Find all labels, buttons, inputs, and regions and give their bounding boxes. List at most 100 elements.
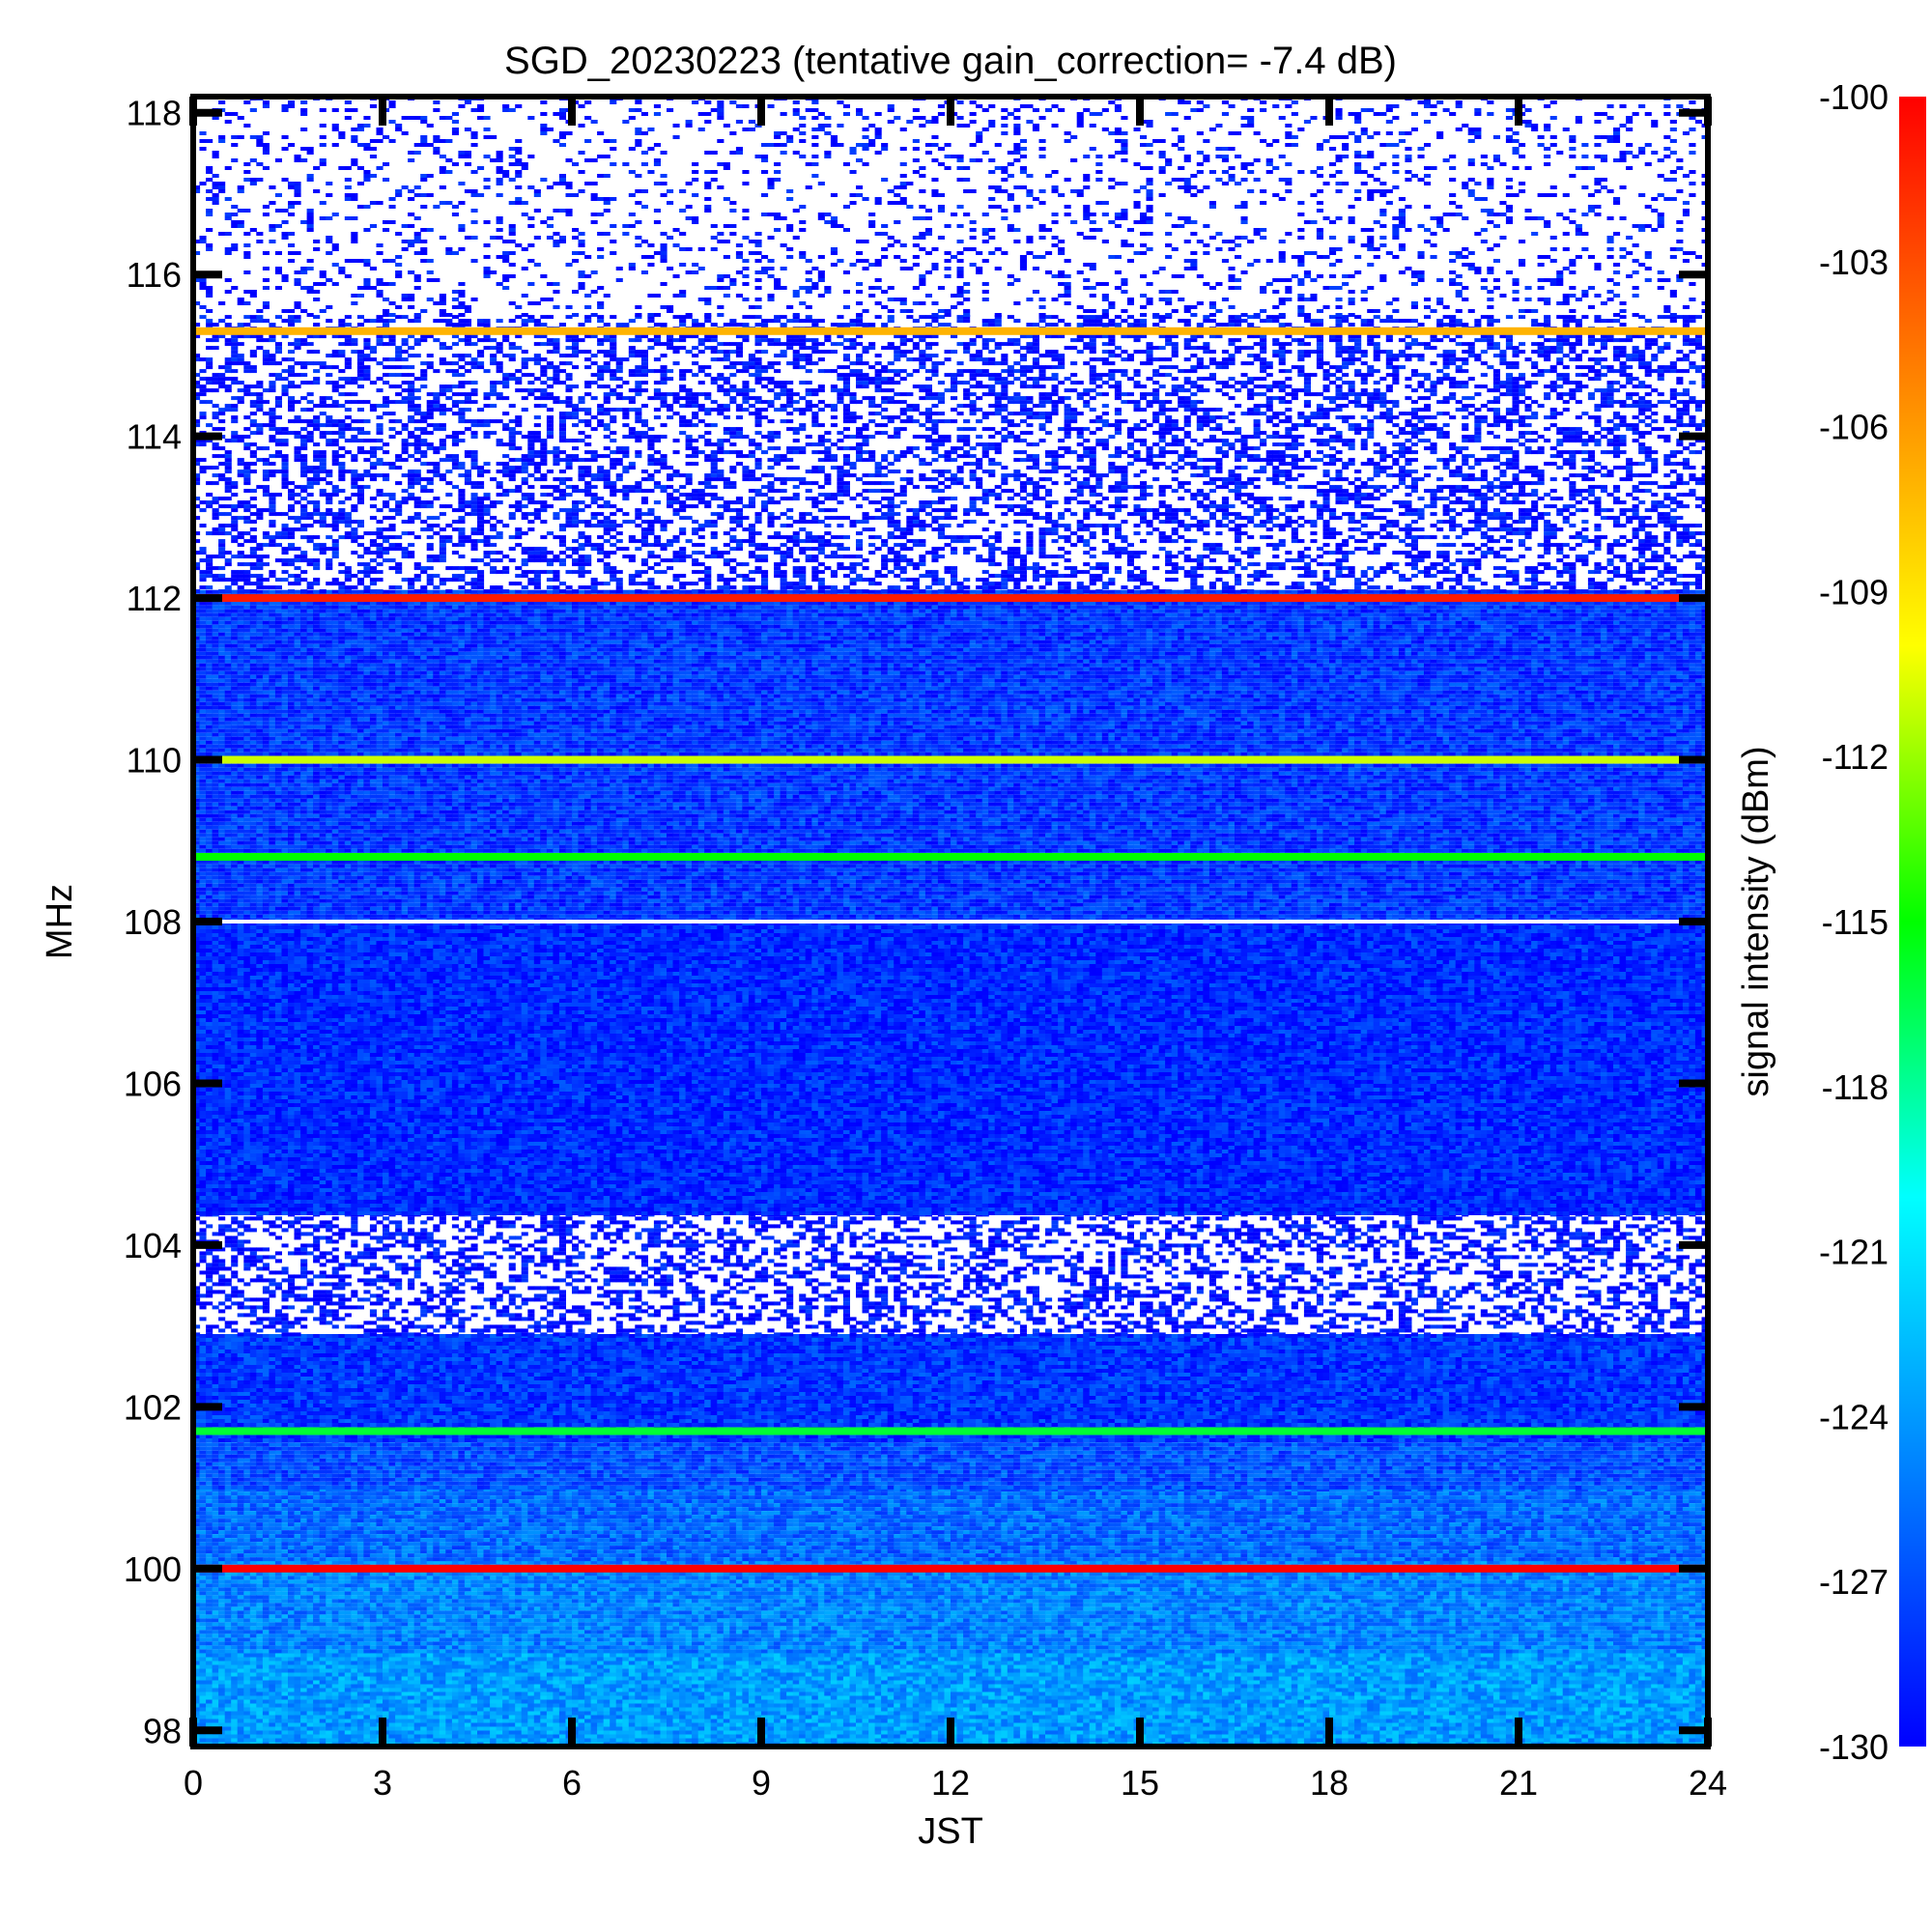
heatmap-cell [1140,1654,1147,1658]
heatmap-cell [547,1654,554,1658]
heatmap-cell [383,1654,389,1658]
heatmap-cell [1235,1654,1241,1658]
heatmap-cell [824,1654,831,1658]
heatmap-cell [263,1654,270,1658]
heatmap-cell [1127,1654,1134,1658]
heatmap-cell [1090,1654,1096,1658]
heatmap-cell [888,1654,895,1658]
heatmap-cell [225,1654,232,1658]
heatmap-cell [654,1654,661,1658]
heatmap-cell [282,1654,289,1658]
heatmap-cell [591,1654,598,1658]
heatmap-cell [799,1654,806,1658]
heatmap-cell [579,1654,585,1658]
heatmap-cell [673,1654,680,1658]
heatmap-cell [856,1654,863,1658]
heatmap-cell [1077,1654,1084,1658]
heatmap-cell [1184,1654,1191,1658]
heatmap-cell [559,1654,566,1658]
heatmap-cell [1033,1654,1039,1658]
heatmap-cell [900,1654,907,1658]
heatmap-cell [1241,1654,1248,1658]
heatmap-cell [818,1654,825,1658]
heatmap-cell [931,1654,938,1658]
heatmap-cell [200,1654,207,1658]
heatmap-cell [742,1654,749,1658]
heatmap-cell [572,1654,579,1658]
chart-title: SGD_20230223 (tentative gain_correction=… [504,40,1397,82]
heatmap-cell [755,1654,762,1658]
heatmap-cell [377,1654,384,1658]
heatmap-cell [793,1654,800,1658]
heatmap-cell [729,1654,736,1658]
heatmap-cell [1083,1654,1090,1658]
heatmap-cell [1095,1654,1102,1658]
heatmap-cell [970,1654,977,1658]
heatmap-cell [1152,1654,1159,1658]
heatmap-cell [420,1654,427,1658]
heatmap-cell [250,1654,257,1658]
heatmap-cell [206,1654,213,1658]
heatmap-cell [288,1654,295,1658]
heatmap-cell [275,1654,282,1658]
heatmap-cell [711,1654,718,1658]
heatmap-cell [1203,1654,1209,1658]
heatmap-cell [231,1654,238,1658]
heatmap-cell [553,1654,559,1658]
heatmap-cell [894,1654,900,1658]
heatmap-cell [1310,1654,1317,1658]
heatmap-cell [1020,1654,1027,1658]
heatmap-cell [774,1654,781,1658]
heatmap-cell [338,1654,345,1658]
heatmap-cell [1134,1654,1141,1658]
heatmap-cell [370,1654,377,1658]
heatmap-cell [1115,1654,1122,1658]
heatmap-cell [610,1654,616,1658]
heatmap-cell [1008,1654,1014,1658]
heatmap-cell [963,1654,970,1658]
heatmap-cell [1323,1654,1330,1658]
heatmap-cell [1215,1654,1222,1658]
heatmap-cell [1254,1654,1261,1658]
heatmap-cell [988,1654,995,1658]
heatmap-cell [218,1654,225,1658]
heatmap-cell [1058,1654,1065,1658]
heatmap-cell [1304,1654,1311,1658]
spectrogram-figure: SGD_20230223 (tentative gain_correction=… [0,0,1932,1932]
heatmap-cell [497,1654,503,1658]
heatmap-cell [213,1654,219,1658]
heatmap-cell [1222,1654,1229,1658]
heatmap-cell [951,1654,957,1658]
heatmap-cell [704,1654,711,1658]
heatmap-cell [724,1654,730,1658]
heatmap-cell [363,1654,370,1658]
heatmap-cell [976,1654,982,1658]
heatmap-cell [515,1654,522,1658]
heatmap-cell [471,1654,478,1658]
heatmap-cell [395,1654,402,1658]
heatmap-cell [566,1654,573,1658]
heatmap-cell [357,1654,364,1658]
heatmap-cell [881,1654,888,1658]
heatmap-cell [1197,1654,1204,1658]
heatmap-cell [389,1654,396,1658]
heatmap-cell [811,1654,818,1658]
heatmap-cell [256,1654,263,1658]
heatmap-cell [698,1654,705,1658]
heatmap-cell [1013,1654,1020,1658]
heatmap-cell [540,1654,547,1658]
heatmap-cell [445,1654,452,1658]
heatmap-cell [749,1654,755,1658]
heatmap-cell [1065,1654,1071,1658]
heatmap-cell [408,1654,414,1658]
heatmap-cell [332,1654,339,1658]
heatmap-cell [1297,1654,1304,1658]
heatmap-cell [761,1654,768,1658]
heatmap-cell [414,1654,421,1658]
heatmap-cell [875,1654,882,1658]
heatmap-cell [1121,1654,1127,1658]
heatmap-cell [1165,1654,1172,1658]
heatmap-cell [433,1654,440,1658]
heatmap-cell [629,1654,636,1658]
heatmap-cell [351,1654,357,1658]
